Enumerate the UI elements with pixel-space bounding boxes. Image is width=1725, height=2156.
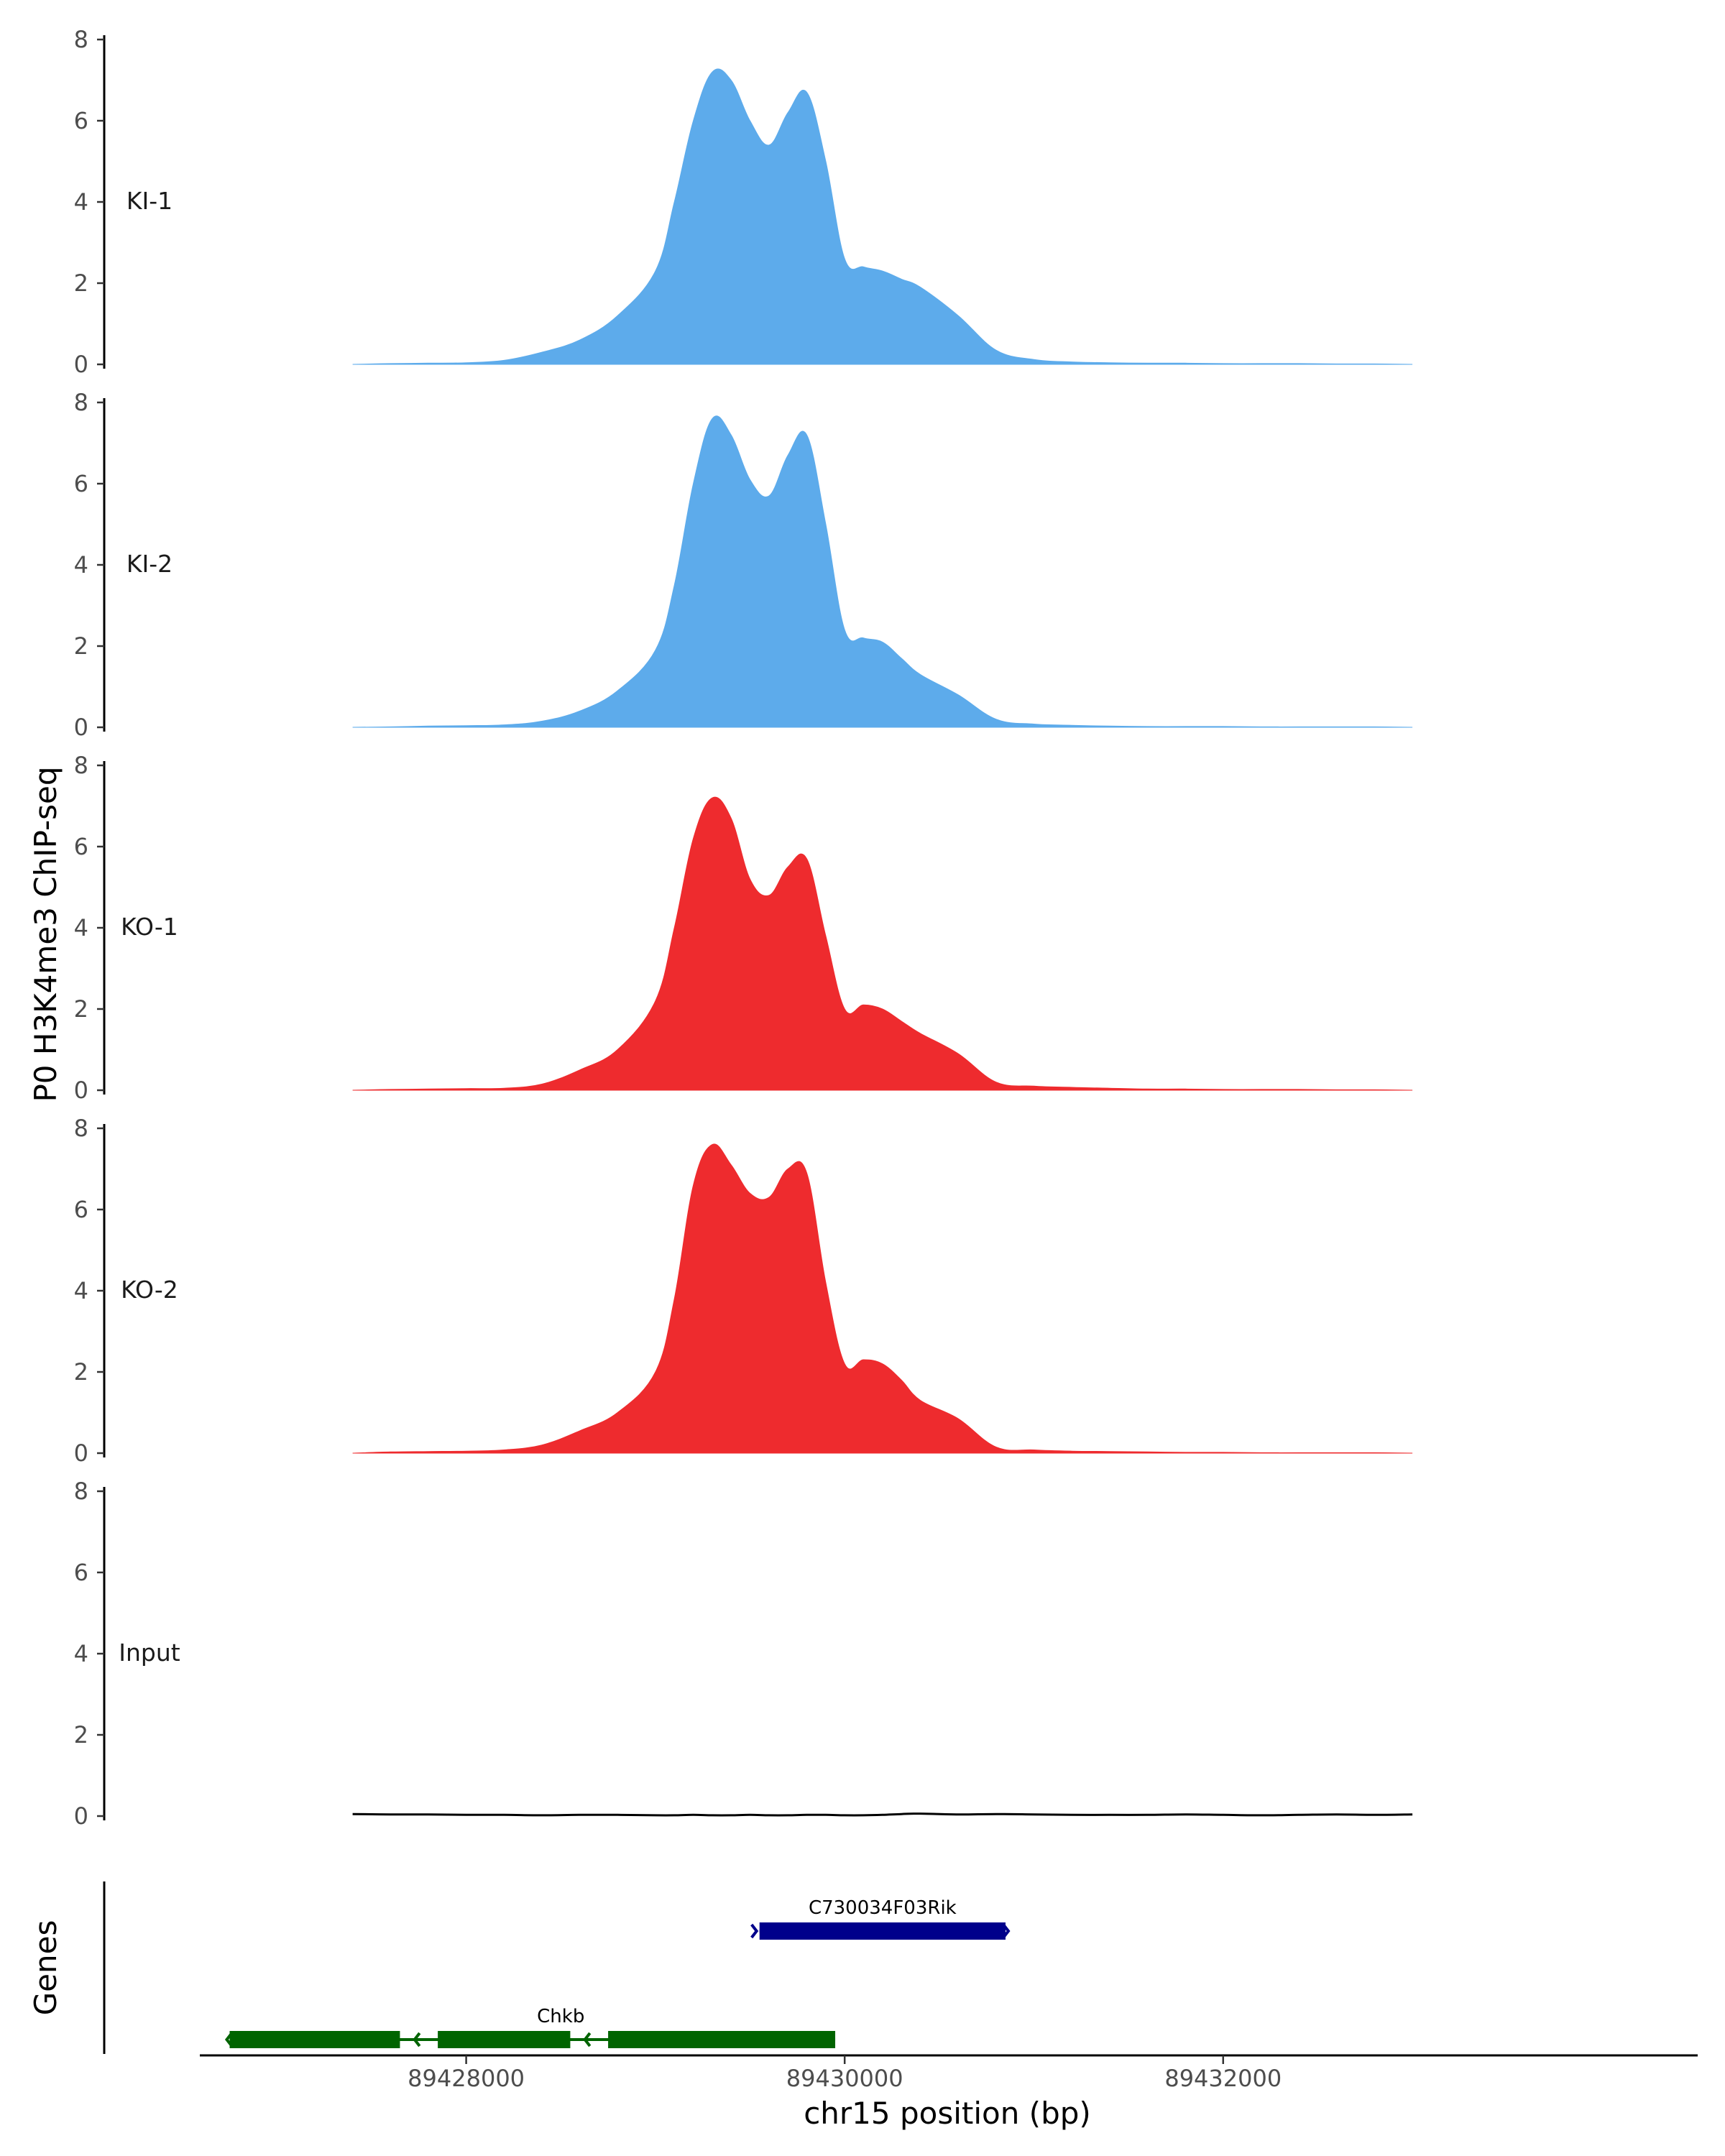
- strand-arrow: [750, 1923, 759, 1939]
- y-tick-label: 4: [74, 1640, 88, 1667]
- coverage-tracks: 0 2 4 6 8 KI-1 0 2 4 6 8 KI-2 0 2 4 6 8 KO-1 0 2 4 6 8 KO-2 0 2 4 6…: [74, 26, 1413, 1830]
- strand-arrow: [413, 2032, 421, 2047]
- x-tick-label: 89430000: [786, 2065, 903, 2092]
- y-tick-label: 2: [74, 995, 88, 1023]
- y-tick-label: 4: [74, 914, 88, 941]
- y-tick-label: 8: [74, 752, 88, 779]
- y-tick-label: 6: [74, 833, 88, 860]
- y-tick-label: 4: [74, 1277, 88, 1304]
- y-tick-label: 2: [74, 1358, 88, 1386]
- strand-arrow: [583, 2032, 592, 2047]
- strand-arrow: [1002, 1923, 1011, 1939]
- y-tick-label: 6: [74, 1559, 88, 1586]
- gene-exon: [608, 2031, 836, 2048]
- y-tick-label: 8: [74, 389, 88, 416]
- gene-exon: [759, 1922, 1006, 1940]
- y-axis-title: P0 H3K4me3 ChIP-seq: [28, 766, 63, 1102]
- y-tick-label: 6: [74, 1196, 88, 1223]
- x-axis: 89428000 89430000 89432000: [200, 2054, 1698, 2092]
- y-tick-label: 0: [74, 1439, 88, 1467]
- y-tick-label: 0: [74, 1802, 88, 1830]
- x-tick-label: 89432000: [1164, 2065, 1282, 2092]
- gene-c730034f03rik: C730034F03Rik: [750, 1897, 1011, 1940]
- track-label: KO-2: [121, 1276, 178, 1304]
- track-ki-1: 0 2 4 6 8 KI-1: [74, 26, 1413, 378]
- y-tick-label: 4: [74, 551, 88, 579]
- coverage-area: [352, 796, 1413, 1091]
- x-axis-title: chr15 position (bp): [804, 2096, 1091, 2131]
- coverage-line: [352, 1812, 1413, 1817]
- track-ko-1: 0 2 4 6 8 KO-1: [74, 752, 1413, 1104]
- gene-name-label: Chkb: [537, 2006, 584, 2027]
- gene-exon: [229, 2031, 400, 2048]
- track-ko-2: 0 2 4 6 8 KO-2: [74, 1115, 1413, 1467]
- y-tick-label: 4: [74, 188, 88, 216]
- coverage-area: [352, 1143, 1413, 1454]
- y-tick-label: 2: [74, 1721, 88, 1749]
- y-tick-label: 8: [74, 1115, 88, 1142]
- gene-exon: [438, 2031, 571, 2048]
- coverage-area: [352, 68, 1413, 365]
- track-input: 0 2 4 6 8 Input: [74, 1478, 1413, 1830]
- y-tick-label: 2: [74, 632, 88, 660]
- track-label: Input: [119, 1639, 180, 1667]
- y-tick-label: 0: [74, 351, 88, 378]
- y-tick-label: 2: [74, 270, 88, 297]
- x-tick-label: 89428000: [408, 2065, 525, 2092]
- y-tick-label: 8: [74, 1478, 88, 1505]
- strand-arrow: [224, 2032, 234, 2047]
- y-tick-label: 6: [74, 107, 88, 134]
- genes-track: Genes C730034F03Rik Chkb: [28, 1881, 1011, 2054]
- track-label: KI-2: [126, 550, 172, 578]
- coverage-area: [352, 415, 1413, 728]
- track-label: KI-1: [126, 187, 172, 215]
- y-tick-label: 8: [74, 26, 88, 53]
- gene-name-label: C730034F03Rik: [809, 1897, 957, 1919]
- y-tick-label: 0: [74, 1077, 88, 1104]
- y-tick-label: 6: [74, 470, 88, 497]
- track-label: KO-1: [121, 913, 178, 941]
- y-tick-label: 0: [74, 714, 88, 741]
- gene-chkb: Chkb: [224, 2006, 836, 2048]
- genes-track-title: Genes: [28, 1920, 63, 2016]
- track-ki-2: 0 2 4 6 8 KI-2: [74, 389, 1413, 741]
